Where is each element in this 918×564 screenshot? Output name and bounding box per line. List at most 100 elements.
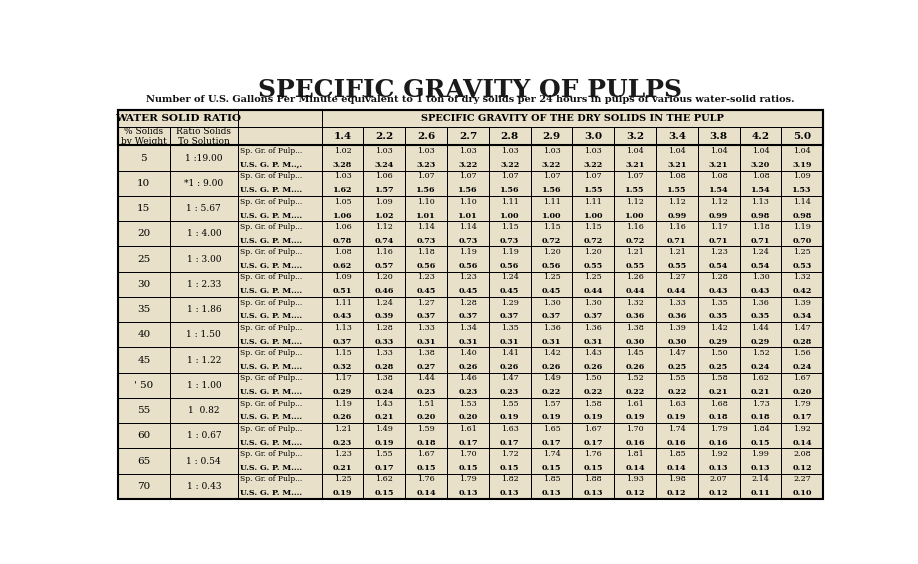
Bar bbox=[321, 146, 364, 171]
Text: 0.37: 0.37 bbox=[584, 312, 603, 320]
Text: 1.25: 1.25 bbox=[585, 274, 602, 281]
Text: 0.57: 0.57 bbox=[375, 262, 394, 270]
Text: 0.24: 0.24 bbox=[792, 363, 812, 371]
Text: 0.22: 0.22 bbox=[625, 388, 644, 396]
Text: 0.99: 0.99 bbox=[709, 212, 728, 219]
Bar bbox=[447, 221, 488, 246]
Text: 1.73: 1.73 bbox=[752, 399, 769, 408]
Bar bbox=[573, 347, 614, 373]
Bar bbox=[698, 246, 740, 272]
Text: 1.61: 1.61 bbox=[626, 399, 644, 408]
Text: 0.36: 0.36 bbox=[667, 312, 687, 320]
Bar bbox=[573, 423, 614, 448]
Bar bbox=[118, 127, 170, 146]
Bar bbox=[170, 272, 238, 297]
Bar bbox=[447, 146, 488, 171]
Text: 1.21: 1.21 bbox=[668, 248, 686, 256]
Text: 1.59: 1.59 bbox=[418, 425, 435, 433]
Text: 0.14: 0.14 bbox=[792, 439, 812, 447]
Bar bbox=[170, 171, 238, 196]
Text: 1.28: 1.28 bbox=[710, 274, 727, 281]
Text: 0.13: 0.13 bbox=[751, 464, 770, 472]
Text: 1.16: 1.16 bbox=[375, 248, 393, 256]
Bar bbox=[656, 347, 698, 373]
Bar bbox=[614, 398, 656, 423]
Text: Sp. Gr. of Pulp...: Sp. Gr. of Pulp... bbox=[241, 450, 303, 458]
Text: 1.07: 1.07 bbox=[543, 173, 560, 180]
Bar bbox=[170, 221, 238, 246]
Text: 1.38: 1.38 bbox=[418, 349, 435, 357]
Text: 0.12: 0.12 bbox=[792, 464, 812, 472]
Text: 0.10: 0.10 bbox=[792, 489, 812, 497]
Bar bbox=[781, 373, 823, 398]
Text: 1.08: 1.08 bbox=[334, 248, 352, 256]
Text: 1.67: 1.67 bbox=[418, 450, 435, 458]
Bar bbox=[170, 246, 238, 272]
Bar bbox=[118, 373, 170, 398]
Text: 0.71: 0.71 bbox=[667, 237, 687, 245]
Bar bbox=[656, 272, 698, 297]
Text: 1.23: 1.23 bbox=[710, 248, 728, 256]
Text: 1.27: 1.27 bbox=[668, 274, 686, 281]
Text: 1.68: 1.68 bbox=[710, 399, 727, 408]
Bar bbox=[781, 347, 823, 373]
Text: 0.29: 0.29 bbox=[751, 338, 770, 346]
Text: 1.16: 1.16 bbox=[626, 223, 644, 231]
Bar bbox=[740, 171, 781, 196]
Text: 3.8: 3.8 bbox=[710, 132, 728, 140]
Text: 0.20: 0.20 bbox=[458, 413, 477, 421]
Bar bbox=[238, 322, 321, 347]
Bar bbox=[740, 221, 781, 246]
Bar bbox=[740, 423, 781, 448]
Text: 1.55: 1.55 bbox=[625, 186, 644, 194]
Text: 0.22: 0.22 bbox=[584, 388, 603, 396]
Text: 1.32: 1.32 bbox=[793, 274, 812, 281]
Bar bbox=[364, 398, 405, 423]
Bar bbox=[573, 322, 614, 347]
Text: 0.23: 0.23 bbox=[417, 388, 436, 396]
Text: 1.44: 1.44 bbox=[417, 374, 435, 382]
Bar bbox=[781, 423, 823, 448]
Text: 0.43: 0.43 bbox=[333, 312, 353, 320]
Text: 1.38: 1.38 bbox=[375, 374, 393, 382]
Text: 0.33: 0.33 bbox=[375, 338, 394, 346]
Text: 1.32: 1.32 bbox=[626, 298, 644, 307]
Text: 0.53: 0.53 bbox=[792, 262, 812, 270]
Bar bbox=[614, 474, 656, 499]
Text: 1.42: 1.42 bbox=[543, 349, 560, 357]
Bar bbox=[698, 474, 740, 499]
Text: 1.25: 1.25 bbox=[793, 248, 812, 256]
Bar bbox=[614, 196, 656, 221]
Bar bbox=[573, 474, 614, 499]
Text: 0.72: 0.72 bbox=[625, 237, 644, 245]
Text: 1.04: 1.04 bbox=[793, 147, 812, 155]
Bar bbox=[573, 196, 614, 221]
Bar bbox=[238, 423, 321, 448]
Text: 0.35: 0.35 bbox=[709, 312, 728, 320]
Text: 1.03: 1.03 bbox=[375, 147, 393, 155]
Text: Sp. Gr. of Pulp...: Sp. Gr. of Pulp... bbox=[241, 324, 303, 332]
Text: 45: 45 bbox=[137, 355, 151, 364]
Text: 3.24: 3.24 bbox=[375, 161, 394, 169]
Text: 0.16: 0.16 bbox=[625, 439, 644, 447]
Text: 0.25: 0.25 bbox=[667, 363, 687, 371]
Text: 0.24: 0.24 bbox=[375, 388, 394, 396]
Text: 0.19: 0.19 bbox=[500, 413, 520, 421]
Bar bbox=[656, 373, 698, 398]
Bar bbox=[118, 448, 170, 474]
Text: Ratio Solids
To Solution: Ratio Solids To Solution bbox=[176, 126, 231, 146]
Text: 3.22: 3.22 bbox=[458, 161, 477, 169]
Text: 1.39: 1.39 bbox=[668, 324, 686, 332]
Text: 1.49: 1.49 bbox=[543, 374, 560, 382]
Text: 2.7: 2.7 bbox=[459, 132, 477, 140]
Text: 0.18: 0.18 bbox=[709, 413, 728, 421]
Bar bbox=[531, 373, 573, 398]
Text: WATER SOLID RATIO: WATER SOLID RATIO bbox=[115, 114, 241, 123]
Text: 1.52: 1.52 bbox=[626, 374, 644, 382]
Text: 20: 20 bbox=[137, 230, 151, 239]
Bar bbox=[698, 221, 740, 246]
Text: 0.14: 0.14 bbox=[625, 464, 644, 472]
Bar bbox=[488, 272, 531, 297]
Text: 1.25: 1.25 bbox=[543, 274, 560, 281]
Bar bbox=[573, 373, 614, 398]
